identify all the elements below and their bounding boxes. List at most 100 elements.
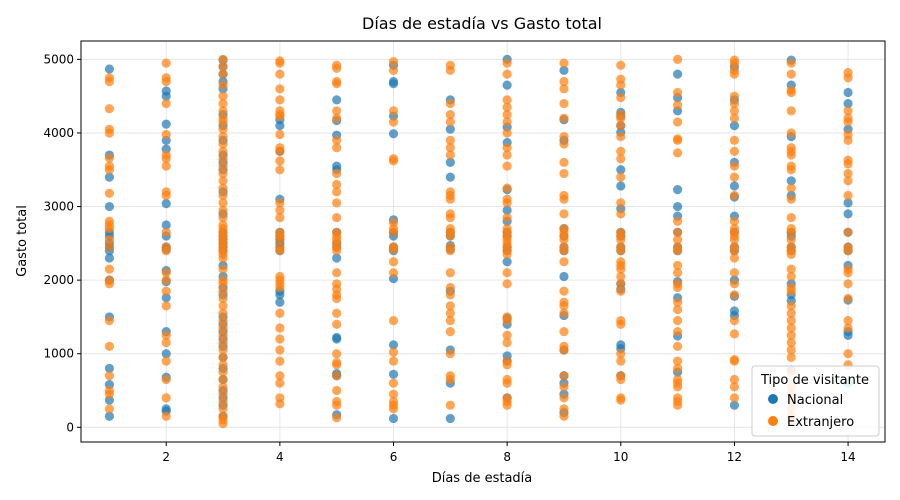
data-point bbox=[388, 389, 399, 399]
data-point bbox=[729, 400, 740, 410]
data-point bbox=[275, 235, 285, 245]
data-point bbox=[104, 224, 115, 234]
data-point bbox=[218, 154, 228, 164]
data-point bbox=[729, 329, 740, 339]
data-point bbox=[786, 352, 796, 362]
data-point bbox=[616, 264, 626, 274]
data-point bbox=[218, 190, 228, 201]
data-point bbox=[332, 63, 342, 73]
data-point bbox=[729, 216, 740, 226]
x-tick-label: 12 bbox=[727, 450, 742, 464]
y-tick-label: 4000 bbox=[43, 126, 74, 140]
data-point bbox=[843, 176, 853, 186]
data-point bbox=[616, 198, 626, 208]
data-point bbox=[104, 315, 115, 326]
data-point bbox=[616, 286, 626, 296]
data-point bbox=[275, 297, 285, 307]
legend-title: Tipo de visitante bbox=[760, 373, 869, 388]
data-point bbox=[161, 374, 171, 385]
data-point bbox=[502, 378, 512, 388]
data-point bbox=[388, 57, 399, 67]
data-point bbox=[161, 268, 171, 278]
data-point bbox=[218, 91, 228, 101]
data-point bbox=[104, 389, 115, 399]
data-point bbox=[161, 220, 171, 230]
data-point bbox=[559, 257, 569, 267]
data-point bbox=[161, 411, 171, 421]
data-point bbox=[673, 201, 683, 212]
data-point bbox=[275, 290, 285, 300]
data-point bbox=[616, 146, 626, 156]
data-point bbox=[786, 106, 796, 116]
data-point bbox=[843, 315, 853, 326]
data-point bbox=[332, 79, 342, 89]
data-point bbox=[673, 282, 683, 293]
data-point bbox=[616, 279, 626, 289]
data-point bbox=[843, 135, 853, 145]
data-point bbox=[729, 356, 740, 366]
data-point bbox=[786, 227, 796, 237]
data-point bbox=[673, 246, 683, 256]
data-point bbox=[275, 205, 285, 215]
data-point bbox=[161, 129, 171, 140]
data-point bbox=[161, 275, 171, 285]
data-point bbox=[729, 69, 740, 79]
data-point bbox=[616, 246, 626, 256]
data-point bbox=[673, 100, 683, 110]
data-point bbox=[843, 159, 853, 169]
data-point bbox=[616, 121, 626, 131]
data-point bbox=[218, 98, 228, 109]
data-point bbox=[559, 132, 569, 142]
data-point bbox=[161, 154, 171, 164]
data-point bbox=[673, 356, 683, 366]
data-point bbox=[218, 389, 228, 399]
data-point bbox=[843, 323, 853, 333]
data-point bbox=[445, 212, 455, 223]
x-axis-label: Días de estadía bbox=[432, 471, 533, 486]
data-point bbox=[559, 65, 569, 76]
data-point bbox=[502, 268, 512, 278]
data-point bbox=[218, 212, 228, 223]
data-point bbox=[502, 183, 512, 193]
data-point bbox=[502, 212, 512, 223]
chart-title: Días de estadía vs Gasto total bbox=[362, 14, 602, 33]
data-point bbox=[218, 146, 228, 156]
data-point bbox=[218, 315, 228, 326]
data-point bbox=[218, 367, 228, 377]
data-point bbox=[218, 132, 228, 142]
data-point bbox=[559, 157, 569, 168]
data-point bbox=[616, 165, 626, 175]
data-point bbox=[104, 411, 115, 421]
data-point bbox=[161, 119, 171, 129]
data-point bbox=[786, 58, 796, 68]
data-point bbox=[843, 293, 853, 304]
data-point bbox=[786, 69, 796, 79]
data-point bbox=[616, 172, 626, 182]
data-point bbox=[275, 156, 285, 166]
data-point bbox=[502, 257, 512, 267]
data-point bbox=[218, 301, 228, 311]
data-point bbox=[218, 360, 228, 370]
data-point bbox=[445, 157, 455, 168]
data-point bbox=[445, 98, 455, 109]
y-tick-label: 5000 bbox=[43, 52, 74, 66]
data-point bbox=[786, 165, 796, 175]
data-point bbox=[332, 246, 342, 256]
data-point bbox=[729, 393, 740, 403]
data-point bbox=[673, 327, 683, 337]
data-point bbox=[275, 111, 285, 121]
data-point bbox=[332, 268, 342, 278]
data-point bbox=[218, 117, 228, 127]
data-point bbox=[104, 371, 115, 381]
data-point bbox=[843, 209, 853, 219]
data-point bbox=[502, 205, 512, 215]
data-point bbox=[559, 271, 569, 282]
data-point bbox=[445, 231, 455, 241]
data-point bbox=[104, 253, 115, 263]
data-point bbox=[502, 95, 512, 105]
data-point bbox=[104, 172, 115, 182]
data-point bbox=[104, 104, 115, 114]
data-point bbox=[332, 212, 342, 223]
data-point bbox=[388, 340, 399, 350]
data-point bbox=[161, 161, 171, 171]
